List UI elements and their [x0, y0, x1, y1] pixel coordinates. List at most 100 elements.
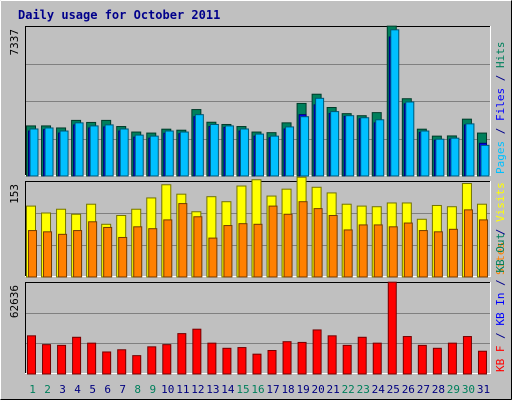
bar-pages — [104, 124, 114, 177]
x-tick-label: 17 — [266, 383, 279, 396]
bar-kb-f — [357, 336, 367, 375]
x-tick-label: 2 — [44, 383, 51, 396]
bar-pages — [450, 137, 460, 177]
x-tick-label: 22 — [342, 383, 355, 396]
panel-kb-in-out-f: 62636 KB F / KB In / KB Out — [8, 233, 507, 375]
x-tick-label: 19 — [296, 383, 309, 396]
bar-sites — [298, 201, 308, 278]
bars-kb-in-out-f — [27, 281, 487, 375]
bar-kb-f — [462, 336, 472, 375]
panels-layer: 7337 Pages / Files / Hits 153 Sites / Visit… — [8, 25, 507, 375]
panel-pages-files-hits: 7337 Pages / Files / Hits — [8, 25, 507, 177]
chart-title: Daily usage for October 2011 — [18, 8, 220, 22]
bar-kb-f — [297, 341, 307, 375]
bar-kb-f — [402, 336, 412, 375]
bar-kb-f — [327, 335, 337, 375]
side-legend-segment: Visits — [494, 182, 507, 222]
x-tick-label: 4 — [74, 383, 81, 396]
x-tick-label: 3 — [59, 383, 66, 396]
panel-visits-sites: 153 Sites / Visits — [8, 176, 507, 278]
bar-pages — [375, 119, 385, 177]
bar-pages — [480, 144, 490, 177]
x-tick-label: 29 — [447, 383, 460, 396]
bar-pages — [164, 130, 174, 177]
x-tick-label: 26 — [402, 383, 415, 396]
bar-kb-f — [192, 328, 202, 375]
bar-kb-f — [312, 329, 322, 375]
bars-pages-files-hits — [26, 25, 490, 177]
bar-kb-f — [432, 347, 442, 375]
x-tick-label: 9 — [149, 383, 156, 396]
bar-sites — [88, 221, 98, 278]
x-tick-label: 16 — [251, 383, 264, 396]
x-tick-label: 12 — [191, 383, 204, 396]
side-legend-segment: KB F — [494, 346, 507, 373]
side-legend-segment: KB In — [494, 293, 507, 326]
bar-kb-f — [72, 336, 82, 375]
bar-kb-f — [387, 281, 397, 375]
bar-sites — [358, 224, 368, 278]
x-tick-label: 5 — [89, 383, 96, 396]
bar-pages — [270, 135, 280, 177]
x-tick-label: 27 — [417, 383, 430, 396]
bar-sites — [133, 226, 143, 278]
bar-kb-f — [342, 344, 352, 375]
bar-sites — [43, 231, 53, 278]
x-tick-label: 10 — [161, 383, 174, 396]
x-tick-labels: 1 2 3 4 5 6 7 8 9 10 11 12 13 14 15 16 17 18 19 20 21 22 23 24 2… — [29, 383, 490, 396]
x-tick-label: 25 — [387, 383, 400, 396]
bar-kb-f — [87, 342, 97, 375]
bar-kb-f — [447, 342, 457, 375]
bar-kb-f — [207, 342, 217, 375]
bar-sites — [118, 236, 128, 278]
side-legend-segment: / — [494, 273, 507, 293]
bar-sites — [403, 222, 413, 278]
bar-pages — [465, 123, 475, 177]
side-legend: KB F / KB In / KB Out — [494, 233, 507, 372]
bar-pages — [330, 111, 340, 177]
side-legend-segment: / — [494, 326, 507, 346]
bar-pages — [149, 135, 159, 177]
bar-sites — [343, 229, 353, 278]
bar-sites — [418, 230, 428, 278]
bar-kb-f — [417, 344, 427, 375]
x-tick-label: 1 — [29, 383, 36, 396]
bar-pages — [74, 122, 84, 177]
bar-pages — [405, 101, 415, 177]
bar-pages — [285, 126, 295, 177]
bar-pages — [300, 116, 310, 177]
bar-sites — [223, 225, 233, 278]
bar-sites — [463, 209, 473, 278]
bar-sites — [268, 205, 278, 278]
bar-pages — [119, 128, 129, 177]
bar-pages — [420, 130, 430, 177]
bar-kb-f — [42, 344, 52, 375]
bar-pages — [254, 133, 264, 177]
bar-pages — [194, 114, 204, 177]
bar-kb-f — [222, 347, 232, 375]
bar-sites — [148, 228, 158, 278]
x-tick-label: 30 — [462, 383, 475, 396]
bar-sites — [433, 231, 443, 278]
bar-sites — [313, 208, 323, 278]
bar-pages — [239, 128, 249, 177]
x-tick-label: 7 — [119, 383, 126, 396]
side-legend: Pages / Files / Hits — [494, 42, 507, 175]
x-tick-label: 28 — [432, 383, 445, 396]
x-tick-label: 21 — [327, 383, 340, 396]
bar-pages — [435, 138, 445, 177]
x-tick-label: 8 — [134, 383, 141, 396]
y-max-label: 7337 — [8, 29, 21, 56]
bar-sites — [388, 226, 398, 278]
side-legend-segment: KB Out — [494, 233, 507, 273]
bar-pages — [44, 127, 54, 177]
bar-pages — [179, 131, 189, 177]
x-tick-label: 6 — [104, 383, 111, 396]
side-legend-segment: Pages — [494, 141, 507, 174]
x-tick-label: 23 — [357, 383, 370, 396]
bar-sites — [238, 223, 248, 278]
bar-pages — [59, 130, 69, 177]
side-legend-segment: Files — [494, 88, 507, 121]
x-tick-label: 18 — [281, 383, 294, 396]
